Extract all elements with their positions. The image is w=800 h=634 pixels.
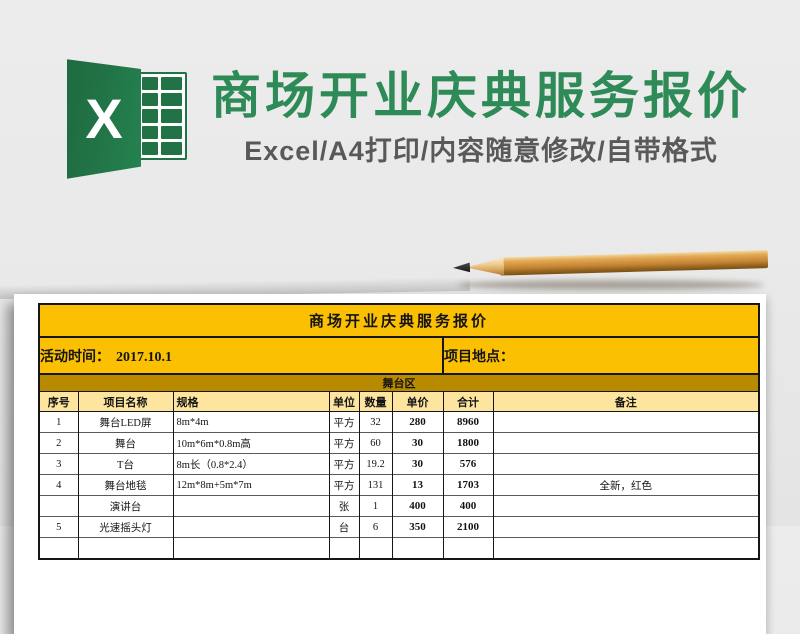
cell-remark: [492, 516, 760, 538]
table-row: 1 舞台LED屏 8m*4m 平方 32 280 8960: [38, 411, 760, 433]
column-header-unit: 单位: [328, 391, 360, 412]
table-row-partial: [38, 537, 760, 559]
cell-no: 5: [38, 516, 79, 538]
cell-name: 光速摇头灯: [77, 516, 174, 538]
hero-title: 商场开业庆典服务报价: [211, 68, 751, 124]
cell-price: 350: [391, 516, 444, 538]
table-row: 2 舞台 10m*6m*0.8m高 平方 60 30 1800: [38, 432, 760, 454]
section-label: 舞台区: [39, 374, 760, 392]
project-location-cell: 项目地点：: [441, 337, 760, 375]
cell-spec: 12m*8m+5m*7m: [172, 474, 330, 496]
cell-name: 演讲台: [77, 495, 174, 517]
quotation-table: 商场开业庆典服务报价 活动时间： 2017.10.1 项目地点： 舞台区 序号 项…: [38, 303, 761, 560]
cell-unit: 平方: [328, 432, 360, 454]
excel-logo-cover: X: [67, 59, 141, 179]
cell-price: 30: [391, 453, 444, 475]
cell-price: 400: [391, 495, 444, 517]
cell-name: 舞台地毯: [77, 474, 174, 496]
table-row: 3 T台 8m长（0.8*2.4） 平方 19.2 30 576: [38, 453, 760, 475]
hero-subtitle: Excel/A4打印/内容随意修改/自带格式: [244, 135, 718, 166]
excel-logo: X: [67, 58, 189, 180]
cell-no: 1: [38, 411, 79, 433]
cell-spec: 8m*4m: [172, 411, 330, 433]
cell-spec: 8m长（0.8*2.4）: [172, 453, 330, 475]
cell-unit: 张: [328, 495, 360, 517]
cell-no: 4: [38, 474, 79, 496]
table-row: 演讲台张 1 400 400: [38, 495, 760, 517]
hero-banner: X 商场开业庆典服务报价 Excel/A4打印/内容随意修改/自带格式: [0, 0, 800, 230]
table-title: 商场开业庆典服务报价: [39, 304, 760, 338]
cell-no: [38, 495, 79, 517]
table-row: 5 光速摇头灯 台 6 350 2100: [38, 516, 760, 538]
cell-price: 13: [391, 474, 444, 496]
table-title-row: 商场开业庆典服务报价: [39, 304, 760, 338]
column-header-remark: 备注: [492, 391, 760, 412]
cell-no: 3: [38, 453, 79, 475]
cell-qty: 131: [358, 474, 393, 496]
cell-remark: [492, 411, 760, 433]
cell-price: 280: [391, 411, 444, 433]
cell-remark: [492, 495, 760, 517]
cell-total: 8960: [442, 411, 494, 433]
cell-qty: 19.2: [358, 453, 393, 475]
cell-name: 舞台: [77, 432, 174, 454]
pencil-wood-cone: [466, 257, 504, 276]
excel-logo-spreadsheet-icon: [137, 72, 187, 160]
column-header-row: 序号 项目名称 规格 单位 数量 单价 合计 备注: [38, 391, 760, 412]
cell-remark: [492, 432, 760, 454]
column-header-price: 单价: [391, 391, 444, 412]
cell-unit: 平方: [328, 474, 360, 496]
project-location-label: 项目地点：: [444, 349, 514, 365]
cell-spec: [172, 495, 330, 517]
cell-name: T台: [77, 453, 174, 475]
cell-unit: 台: [328, 516, 360, 538]
event-time-value: 2017.10.1: [116, 349, 172, 365]
sheet-rows: 1 舞台LED屏 8m*4m 平方 32 280 8960 2 舞台 10m*6m*0.8m高 平方…: [38, 411, 760, 538]
cell-no: 2: [38, 432, 79, 454]
pencil-shadow: [458, 280, 764, 290]
cell-total: 400: [442, 495, 494, 517]
quotation-paper: 商场开业庆典服务报价 活动时间： 2017.10.1 项目地点： 舞台区 序号 项…: [14, 294, 766, 634]
cell-price: 30: [391, 432, 444, 454]
cell-remark: [492, 453, 760, 475]
cell-name: 舞台LED屏: [77, 411, 174, 433]
pencil-graphite-tip: [453, 262, 470, 273]
sheet-partial-row-host: [38, 537, 760, 559]
column-header-no: 序号: [38, 391, 79, 412]
event-time-cell: 活动时间： 2017.10.1: [39, 337, 443, 375]
cell-unit: 平方: [328, 453, 360, 475]
cell-qty: 60: [358, 432, 393, 454]
event-time-label: 活动时间：: [40, 349, 110, 365]
cell-total: 576: [442, 453, 494, 475]
table-info-row: 活动时间： 2017.10.1 项目地点：: [39, 337, 760, 375]
cell-spec: 10m*6m*0.8m高: [172, 432, 330, 454]
cell-unit: 平方: [328, 411, 360, 433]
cell-qty: 6: [358, 516, 393, 538]
cell-remark: 全新，红色: [492, 474, 760, 496]
pencil-body: [499, 250, 769, 276]
column-header-spec: 规格: [172, 391, 330, 412]
cell-spec: [172, 516, 330, 538]
excel-logo-letter: X: [85, 87, 123, 150]
column-header-qty: 数量: [358, 391, 393, 412]
cell-total: 1800: [442, 432, 494, 454]
section-header-row: 舞台区: [39, 374, 760, 392]
column-header-total: 合计: [442, 391, 494, 412]
cell-qty: 1: [358, 495, 393, 517]
cell-total: 2100: [442, 516, 494, 538]
cell-total: 1703: [442, 474, 494, 496]
table-row: 4 舞台地毯 12m*8m+5m*7m 平方 131 13 1703 全新，红色: [38, 474, 760, 496]
cell-qty: 32: [358, 411, 393, 433]
column-header-name: 项目名称: [77, 391, 174, 412]
